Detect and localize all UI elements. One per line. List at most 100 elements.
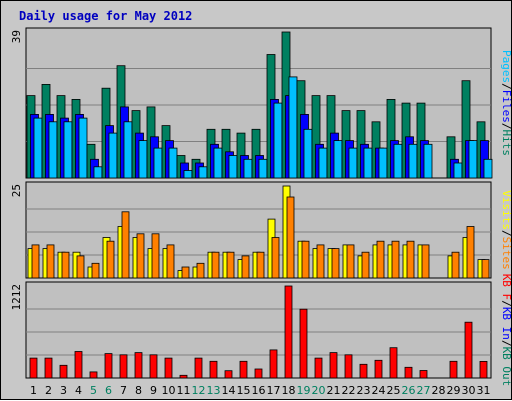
x-tick-label: 14	[222, 384, 236, 397]
bar-sites-day-25	[391, 240, 400, 279]
bar-kb-f-day-9	[149, 354, 158, 379]
x-tick-label: 25	[387, 384, 401, 397]
bar-sites-day-9	[151, 233, 160, 279]
bar-pages-day-13	[213, 147, 223, 179]
bar-pages-day-26	[408, 143, 418, 179]
legend-part: /	[500, 123, 512, 130]
bar-pages-day-7	[123, 121, 133, 179]
bar-sites-day-30	[466, 226, 475, 279]
bar-kb-f-day-29	[449, 360, 458, 379]
bar-pages-day-21	[333, 140, 343, 179]
bar-sites-day-7	[121, 211, 130, 279]
x-tick-label: 27	[417, 384, 431, 397]
bar-kb-f-day-2	[44, 357, 53, 379]
panel-bot: 1212 KB F/KB In/KB Out	[10, 274, 512, 387]
x-tick-label: 24	[372, 384, 386, 397]
bar-pages-day-22	[348, 147, 358, 179]
bar-pages-day-31	[483, 158, 493, 179]
bar-sites-day-12	[196, 262, 205, 279]
legend-part: Sites	[500, 237, 512, 270]
x-tick-label: 6	[105, 384, 112, 397]
bar-kb-f-day-1	[29, 357, 38, 379]
bar-kb-f-day-12	[194, 357, 203, 379]
x-tick-label: 16	[252, 384, 266, 397]
x-tick-label: 13	[207, 384, 221, 397]
x-tick-label: 21	[327, 384, 341, 397]
bar-sites-day-22	[346, 244, 355, 279]
bar-kb-f-day-21	[329, 352, 338, 379]
bar-kb-f-day-26	[404, 366, 413, 379]
bar-kb-f-day-19	[299, 308, 308, 379]
x-tick-label: 10	[162, 384, 176, 397]
x-tick-label: 3	[60, 384, 67, 397]
bar-pages-day-16	[258, 158, 268, 179]
x-axis: 1 2 3 4 5 6 7 8 9 10 11 12 13 14 15 16 17 18 19 20 21 22 23 24 2…	[30, 384, 491, 397]
legend-part: Files	[500, 90, 512, 123]
x-tick-label: 29	[447, 384, 461, 397]
bar-kb-f-day-10	[164, 357, 173, 379]
bar-sites-day-21	[331, 248, 340, 279]
x-tick-label: 5	[90, 384, 97, 397]
bar-pages-day-30	[468, 140, 478, 179]
bar-pages-day-6	[108, 132, 118, 179]
bar-pages-day-25	[393, 143, 403, 179]
bar-kb-f-day-23	[359, 363, 368, 379]
bar-pages-day-23	[363, 147, 373, 179]
x-tick-label: 26	[402, 384, 416, 397]
bar-kb-f-day-13	[209, 360, 218, 379]
bar-pages-day-1	[33, 117, 43, 179]
bar-sites-day-10	[166, 244, 175, 279]
x-tick-label: 23	[357, 384, 371, 397]
bar-pages-day-11	[183, 170, 193, 179]
x-tick-label: 2	[45, 384, 52, 397]
bar-sites-day-2	[46, 244, 55, 279]
bar-kb-f-day-27	[419, 370, 428, 379]
panel-top-max-label: 39	[10, 30, 23, 43]
bar-pages-day-19	[303, 128, 313, 179]
panel-mid-legend: Visits/Sites	[500, 190, 512, 270]
bar-pages-day-14	[228, 155, 238, 179]
bar-kb-f-day-15	[239, 360, 248, 379]
bar-pages-day-29	[453, 162, 463, 179]
legend-part: KB F	[500, 274, 512, 301]
bar-pages-day-12	[198, 166, 208, 179]
bar-kb-f-day-22	[344, 354, 353, 379]
bar-sites-day-29	[451, 251, 460, 279]
bar-kb-f-day-20	[314, 357, 323, 379]
bar-sites-day-24	[376, 240, 385, 279]
x-tick-label: 1	[30, 384, 37, 397]
x-tick-label: 20	[312, 384, 326, 397]
bar-sites-day-15	[241, 255, 250, 279]
bar-sites-day-1	[31, 244, 40, 279]
bar-sites-day-5	[91, 262, 100, 279]
x-tick-label: 11	[177, 384, 191, 397]
bar-kb-f-day-17	[269, 349, 278, 379]
bar-kb-f-day-30	[464, 321, 473, 379]
x-tick-label: 15	[237, 384, 251, 397]
x-tick-label: 17	[267, 384, 281, 397]
bar-pages-day-9	[153, 147, 163, 179]
panel-bot-legend: KB F/KB In/KB Out	[500, 274, 512, 387]
bar-kb-f-day-6	[104, 353, 113, 379]
bar-kb-f-day-16	[254, 368, 263, 379]
legend-part: /	[500, 340, 512, 347]
bar-kb-f-day-3	[59, 364, 68, 379]
bar-sites-day-13	[211, 251, 220, 279]
panel-bot-area	[25, 281, 492, 379]
legend-part: /	[500, 300, 512, 307]
bar-kb-f-day-24	[374, 359, 383, 379]
x-tick-label: 19	[297, 384, 311, 397]
bar-sites-day-26	[406, 240, 415, 279]
bar-pages-day-10	[168, 147, 178, 179]
bar-sites-day-20	[316, 244, 325, 279]
bar-kb-f-day-11	[179, 374, 188, 379]
bar-kb-f-day-14	[224, 370, 233, 379]
bar-kb-f-day-31	[479, 360, 488, 379]
bar-pages-day-8	[138, 140, 148, 179]
bar-kb-f-day-25	[389, 347, 398, 379]
x-tick-label: 31	[477, 384, 491, 397]
bar-sites-day-17	[271, 237, 280, 279]
bar-sites-day-18	[286, 196, 295, 279]
bar-sites-day-14	[226, 251, 235, 279]
